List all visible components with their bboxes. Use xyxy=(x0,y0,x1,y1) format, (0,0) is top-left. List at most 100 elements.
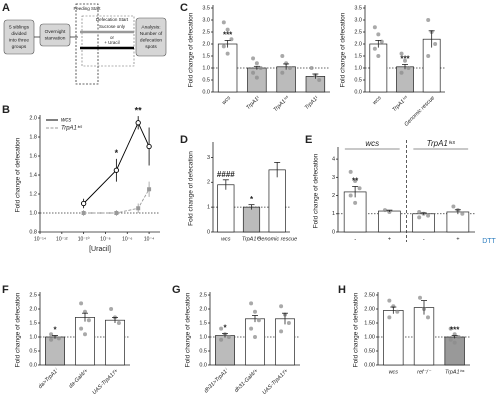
x-tick-label: dh31-Gal4/+ xyxy=(234,368,260,394)
y-tick-label: 2.0 xyxy=(29,115,37,121)
data-point xyxy=(251,70,256,75)
x-tick-label: wcs xyxy=(221,95,232,106)
y-axis-label: Fold change of defecation xyxy=(15,137,22,212)
y-tick-label: 0.5 xyxy=(199,348,207,354)
x-tick-label: + xyxy=(456,236,460,242)
bar xyxy=(383,310,404,366)
data-point xyxy=(249,326,254,331)
data-point xyxy=(426,54,431,58)
bar xyxy=(396,66,414,93)
x-tick-label: 10⁻¹⁴ xyxy=(34,236,46,242)
data-point xyxy=(254,75,259,80)
data-point xyxy=(399,70,404,75)
y-tick-label: 3.0 xyxy=(202,17,210,23)
significance: ** xyxy=(135,105,143,115)
bar xyxy=(105,319,125,366)
y-tick-label: 0 xyxy=(332,229,335,235)
data-point xyxy=(279,329,284,334)
x-tick-label: UAS-TrpA1ⁱ/+ xyxy=(261,367,290,396)
y-tick-label: 0.5 xyxy=(354,77,362,83)
y-tick-label: 3.0 xyxy=(354,17,362,23)
significance: * xyxy=(250,195,254,204)
group-label: wcs xyxy=(365,139,379,148)
y-tick-label: 0.0 xyxy=(199,362,207,368)
significance: * xyxy=(223,324,227,333)
data-point xyxy=(83,309,87,314)
bar xyxy=(217,43,238,93)
x-tick-label: TrpA1¹ xyxy=(304,95,320,111)
y-tick-label: 1.2 xyxy=(29,191,37,197)
bar xyxy=(446,211,470,233)
y-tick-label: 0.5 xyxy=(29,348,37,354)
y-tick-label: 2.5 xyxy=(202,29,210,35)
or-label: or xyxy=(110,35,115,40)
significance: *** xyxy=(400,55,410,64)
bar xyxy=(378,210,401,233)
data-point xyxy=(376,32,381,37)
panel-label: E xyxy=(305,134,312,146)
y-tick-label: 1.00 xyxy=(364,334,375,340)
bar xyxy=(245,318,265,366)
data-point xyxy=(56,336,61,341)
y-tick-label: 2.0 xyxy=(29,306,37,312)
bar xyxy=(247,67,267,93)
panel-label: A xyxy=(2,2,10,14)
y-tick-label: 1.0 xyxy=(202,65,210,71)
step-text: Analysis: xyxy=(141,25,160,31)
data-point xyxy=(426,18,431,22)
y-tick-label: 1.5 xyxy=(199,320,207,326)
y-tick-label: 0.8 xyxy=(29,229,37,235)
data-point xyxy=(109,307,114,311)
x-tick-label: TrpA1ⁱⁿˢ xyxy=(242,235,262,242)
data-point xyxy=(387,315,392,320)
feeding-box xyxy=(75,3,99,85)
uracil-label: + Uracil xyxy=(104,40,119,45)
y-axis-label: Fold change of defecation xyxy=(313,153,320,228)
data-point xyxy=(251,56,256,61)
data-point xyxy=(406,66,411,70)
point xyxy=(147,187,152,192)
y-tick-label: 1.5 xyxy=(29,320,37,326)
y-tick-label: 0 xyxy=(207,229,210,235)
data-point xyxy=(399,51,404,56)
bar xyxy=(343,191,367,233)
data-point xyxy=(387,298,392,303)
data-point xyxy=(226,335,231,339)
y-tick-label: 2.5 xyxy=(199,292,207,298)
x-tick-label: TrpA1ⁱⁿˢ xyxy=(445,368,465,375)
bar xyxy=(217,184,235,233)
point xyxy=(136,206,141,211)
y-tick-label: 2.0 xyxy=(199,306,207,312)
data-point xyxy=(353,200,358,205)
panel-label: H xyxy=(338,284,346,296)
data-point xyxy=(403,58,407,63)
x-tick-label: wcs xyxy=(221,236,231,242)
data-point xyxy=(372,46,377,51)
y-tick-label: 2.0 xyxy=(202,41,210,47)
data-point xyxy=(348,193,353,198)
x-tick-label: ref⁻/⁻ xyxy=(417,369,432,375)
x-tick-label: - xyxy=(354,236,356,242)
data-point xyxy=(225,27,230,32)
group-label: TrpA1ⁱⁿˢ xyxy=(427,139,456,148)
data-point xyxy=(417,215,422,220)
step-text: Number of xyxy=(140,31,163,37)
data-point xyxy=(258,66,263,70)
bar xyxy=(75,317,95,366)
data-point xyxy=(357,186,362,191)
data-point xyxy=(116,321,121,325)
y-tick-label: 0.0 xyxy=(202,89,210,95)
x-tick-label: - xyxy=(423,236,425,242)
y-tick-label: 2 xyxy=(332,193,335,199)
data-point xyxy=(254,61,259,66)
data-point xyxy=(219,337,224,342)
bar xyxy=(242,206,261,233)
panel-label: B xyxy=(2,104,10,116)
data-point xyxy=(417,209,422,214)
x-tick-label: 10⁻¹² xyxy=(56,236,68,242)
data-point xyxy=(256,318,261,323)
step-box xyxy=(39,23,71,47)
sucrose-label: Sucrose only xyxy=(99,24,126,29)
x-tick-label: 10⁻⁶ xyxy=(122,236,132,242)
bar xyxy=(275,318,295,366)
